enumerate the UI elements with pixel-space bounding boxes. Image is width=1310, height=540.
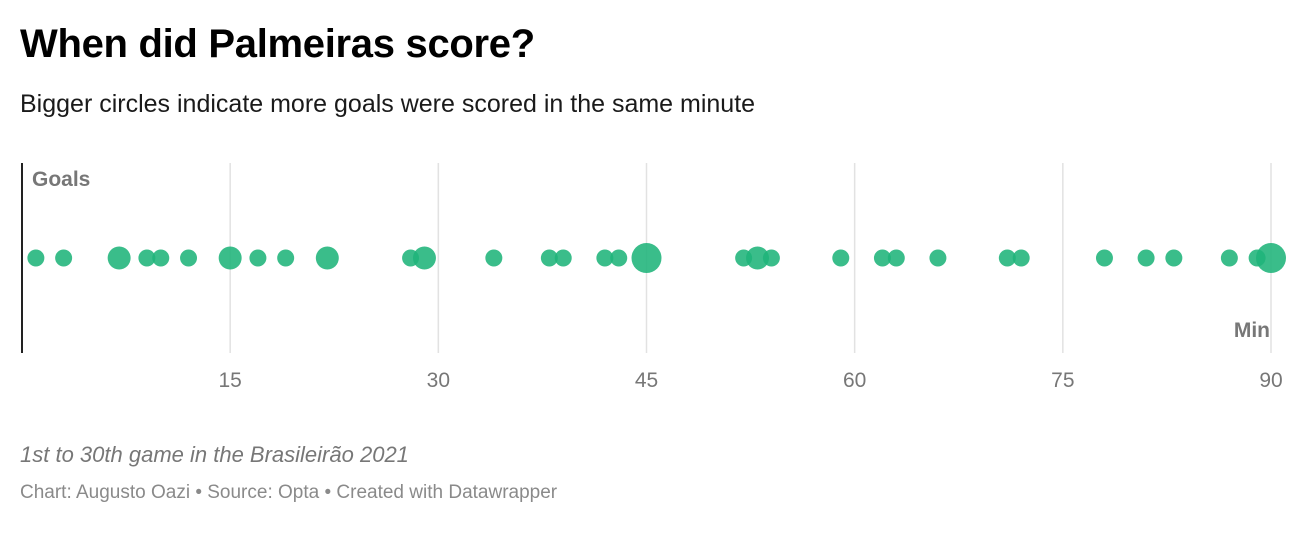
goal-point-minute-42[interactable] [596,249,614,267]
goal-point-minute-10[interactable] [152,249,170,267]
goal-timeline-chart: Goals Min 15 30 45 60 75 90 [21,163,1286,392]
x-axis-title: Min [1234,319,1270,342]
chart-note: 1st to 30th game in the Brasileirão 2021 [20,442,409,467]
x-tick-label-90: 90 [1259,369,1282,392]
goal-point-minute-38[interactable] [540,249,558,267]
goal-point-minute-3[interactable] [55,249,73,267]
goal-point-minute-15[interactable] [218,246,242,270]
chart-credits: Chart: Augusto Oazi • Source: Opta • Cre… [20,482,558,503]
goal-point-minute-39[interactable] [554,249,572,267]
goal-point-minute-78[interactable] [1095,249,1113,267]
chart-subtitle: Bigger circles indicate more goals were … [20,90,756,118]
goal-point-minute-7[interactable] [107,246,131,270]
goal-point-minute-29[interactable] [412,246,436,270]
goal-point-minute-62[interactable] [873,249,891,267]
goal-point-minute-71[interactable] [998,249,1016,267]
goal-point-minute-83[interactable] [1165,249,1183,267]
goal-point-minute-22[interactable] [315,246,339,270]
goal-point-minute-63[interactable] [887,249,905,267]
x-tick-label-45: 45 [635,369,658,392]
goal-point-minute-66[interactable] [929,249,947,267]
goal-point-minute-45[interactable] [631,243,662,273]
y-axis-title: Goals [32,168,90,191]
chart-title: When did Palmeiras score? [20,22,535,66]
goal-points [27,243,1286,273]
goal-point-minute-1[interactable] [27,249,45,267]
x-axis-ticks: 15 30 45 60 75 90 [218,369,1282,392]
goal-point-minute-90[interactable] [1256,243,1286,273]
x-tick-label-15: 15 [218,369,241,392]
goal-point-minute-81[interactable] [1137,249,1155,267]
goal-point-minute-19[interactable] [277,249,295,267]
goal-point-minute-34[interactable] [485,249,503,267]
x-tick-label-75: 75 [1051,369,1074,392]
goal-point-minute-72[interactable] [1012,249,1030,267]
goal-point-minute-17[interactable] [249,249,267,267]
goal-point-minute-87[interactable] [1220,249,1238,267]
goal-point-minute-59[interactable] [832,249,850,267]
goal-point-minute-43[interactable] [610,249,628,267]
goal-point-minute-12[interactable] [180,249,198,267]
x-tick-label-60: 60 [843,369,866,392]
goal-point-minute-53[interactable] [746,246,770,270]
goal-point-minute-9[interactable] [138,249,156,267]
goal-point-minute-54[interactable] [762,249,780,267]
x-tick-label-30: 30 [427,369,450,392]
